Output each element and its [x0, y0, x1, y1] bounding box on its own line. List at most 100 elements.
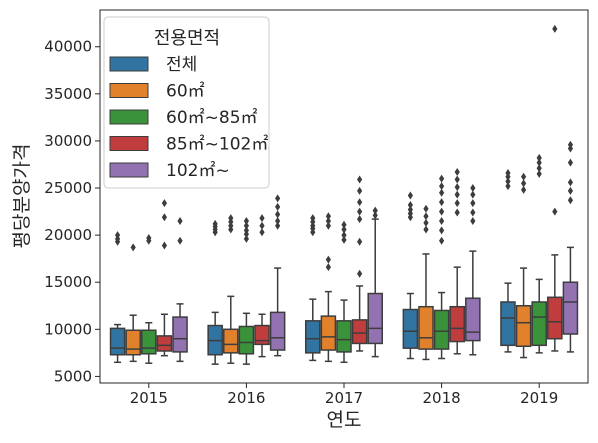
outlier-point — [454, 190, 460, 199]
outlier-point — [275, 221, 281, 230]
outlier-point — [423, 212, 429, 221]
outlier-point — [439, 226, 445, 235]
outlier-point — [423, 204, 429, 213]
outlier-point — [275, 194, 281, 203]
outlier-point — [470, 184, 476, 193]
outlier-point — [520, 172, 527, 181]
box-iqr — [320, 315, 337, 351]
box-iqr — [449, 305, 465, 343]
outlier-point — [454, 208, 460, 217]
outlier-point — [505, 182, 511, 191]
box-iqr — [223, 328, 239, 354]
outlier-point — [470, 199, 476, 208]
outlier-point — [341, 220, 347, 229]
box-2019-1 — [515, 172, 532, 359]
box-iqr — [367, 292, 384, 345]
y-tick-label: 20000 — [44, 226, 92, 244]
outlier-point — [357, 198, 363, 207]
y-tick-label: 40000 — [44, 38, 92, 56]
legend-label: 전체 — [166, 55, 197, 75]
outlier-point — [275, 202, 281, 211]
box-2018-0 — [402, 191, 419, 360]
x-tick-label: 2017 — [325, 389, 363, 407]
outlier-point — [161, 241, 168, 250]
outlier-point — [439, 174, 445, 183]
outlier-point — [454, 183, 460, 192]
outlier-point — [259, 214, 265, 223]
outlier-point — [520, 179, 527, 188]
box-iqr — [433, 309, 450, 350]
outlier-point — [470, 216, 476, 225]
box-2018-4 — [465, 184, 481, 356]
outlier-point — [520, 185, 527, 194]
outlier-point — [161, 199, 168, 208]
outlier-point — [228, 214, 234, 223]
y-axis-label: 평당분양가격 — [11, 144, 33, 249]
outlier-point — [130, 243, 136, 252]
box-2019-3 — [547, 24, 563, 352]
outlier-point — [357, 175, 363, 184]
outlier-point — [439, 207, 445, 216]
outlier-point — [325, 212, 331, 221]
outlier-point — [357, 207, 363, 216]
box-2016-1 — [223, 214, 239, 364]
outlier-point — [212, 219, 218, 228]
box-2015-1 — [125, 243, 141, 363]
outlier-point — [567, 196, 574, 205]
outlier-point — [341, 235, 347, 244]
legend-swatch — [109, 109, 149, 125]
box-iqr — [336, 320, 352, 353]
outlier-point — [275, 216, 281, 225]
outlier-point — [177, 236, 183, 245]
outlier-point — [407, 191, 413, 200]
outlier-point — [177, 216, 183, 225]
outlier-point — [536, 169, 542, 178]
outlier-point — [536, 164, 542, 173]
y-tick-label: 30000 — [44, 132, 92, 150]
outlier-point — [567, 186, 574, 195]
legend: 전용면적 전체 60㎡ 60㎡~85㎡ 85㎡~102㎡ 102㎡~ — [103, 16, 270, 189]
outlier-point — [357, 186, 363, 195]
legend-label: 102㎡~ — [166, 161, 230, 181]
box-iqr — [254, 324, 270, 346]
box-2015-0 — [109, 231, 126, 364]
legend-swatch — [109, 83, 149, 98]
outlier-point — [243, 226, 249, 235]
box-series — [109, 24, 579, 365]
outlier-point — [341, 231, 347, 240]
outlier-point — [325, 216, 331, 225]
outlier-point — [454, 175, 460, 184]
box-2018-2 — [433, 174, 450, 360]
outlier-point — [454, 199, 460, 208]
x-axis: 2015 2016 2017 2018 2019 — [130, 383, 558, 407]
box-2017-3 — [351, 175, 368, 352]
y-tick-label: 5000 — [54, 367, 92, 385]
x-tick-label: 2016 — [227, 389, 265, 407]
box-iqr — [547, 296, 563, 340]
box-iqr — [156, 335, 173, 352]
box-2017-1 — [320, 212, 337, 363]
outlier-point — [243, 234, 249, 243]
outlier-point — [505, 168, 511, 177]
y-axis: 5000 10000 15000 20000 25000 30000 35000 40000 — [44, 38, 100, 385]
box-2016-2 — [238, 216, 255, 365]
outlier-point — [146, 233, 152, 242]
box-2015-2 — [141, 233, 157, 364]
box-2016-4 — [269, 194, 286, 357]
outlier-point — [470, 190, 476, 199]
outlier-point — [536, 158, 542, 167]
legend-swatch — [109, 56, 149, 72]
y-tick-label: 25000 — [44, 179, 92, 197]
y-tick-label: 15000 — [44, 273, 92, 291]
box-2019-2 — [531, 153, 547, 354]
box-iqr — [141, 329, 157, 355]
outlier-point — [161, 213, 168, 222]
box-iqr — [531, 301, 547, 347]
box-2017-2 — [336, 220, 352, 364]
box-iqr — [402, 308, 419, 349]
box-2016-3 — [254, 214, 270, 358]
outlier-point — [275, 210, 281, 219]
outlier-point — [439, 198, 445, 207]
